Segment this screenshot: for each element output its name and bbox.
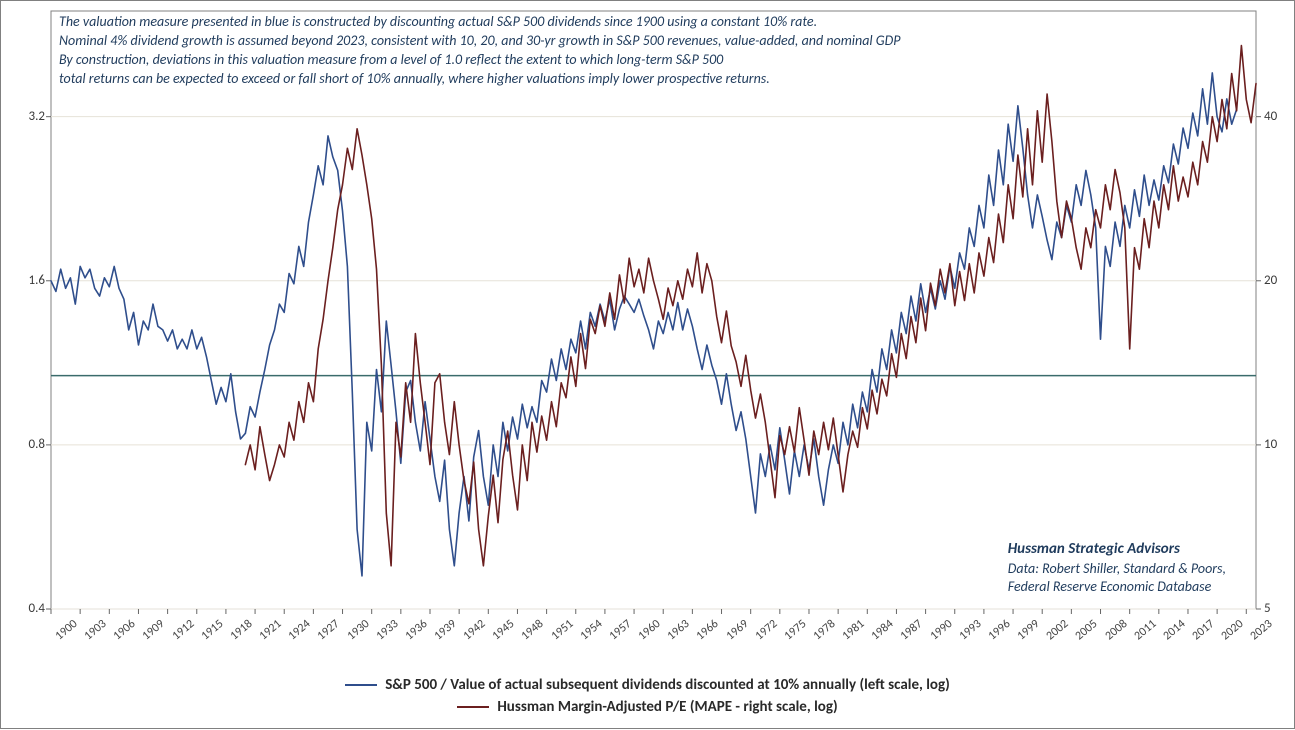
legend-swatch-1 — [345, 684, 377, 686]
legend-item-1: S&P 500 / Value of actual subsequent div… — [345, 676, 950, 694]
legend: S&P 500 / Value of actual subsequent div… — [1, 676, 1294, 716]
annotation-line-1: The valuation measure presented in blue … — [59, 13, 1234, 32]
y-left-tick-label: 0.8 — [9, 437, 45, 452]
annotation-line-3: By construction, deviations in this valu… — [59, 51, 1234, 70]
legend-label-2: Hussman Margin-Adjusted P/E (MAPE - righ… — [497, 698, 837, 716]
chart-container: The valuation measure presented in blue … — [0, 0, 1295, 729]
annotation-line-2: Nominal 4% dividend growth is assumed be… — [59, 32, 1234, 51]
y-left-tick-label: 1.6 — [9, 273, 45, 288]
y-right-tick-label: 40 — [1264, 109, 1295, 124]
legend-swatch-2 — [457, 706, 489, 708]
credit-line-1: Data: Robert Shiller, Standard & Poors, — [1008, 560, 1226, 578]
credit-title: Hussman Strategic Advisors — [1008, 540, 1226, 560]
y-left-tick-label: 0.4 — [9, 601, 45, 616]
y-left-tick-label: 3.2 — [9, 109, 45, 124]
y-right-tick-label: 10 — [1264, 437, 1295, 452]
credit-line-2: Federal Reserve Economic Database — [1008, 578, 1226, 596]
annotation-line-4: total returns can be expected to exceed … — [59, 70, 1234, 89]
legend-label-1: S&P 500 / Value of actual subsequent div… — [385, 676, 950, 694]
legend-item-2: Hussman Margin-Adjusted P/E (MAPE - righ… — [457, 698, 837, 716]
credit-block: Hussman Strategic Advisors Data: Robert … — [1008, 540, 1226, 596]
y-right-tick-label: 20 — [1264, 273, 1295, 288]
annotation-top: The valuation measure presented in blue … — [59, 13, 1234, 89]
y-right-tick-label: 5 — [1264, 601, 1295, 616]
